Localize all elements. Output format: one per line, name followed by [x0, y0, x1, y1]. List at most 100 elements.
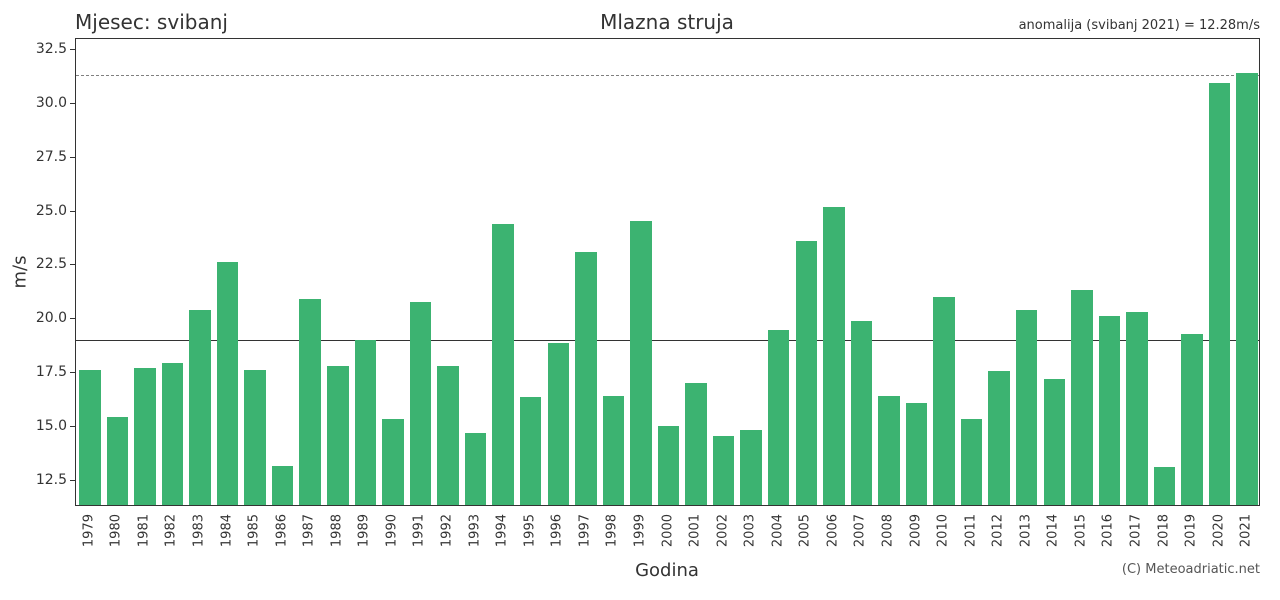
x-tick-label: 2021 — [1239, 514, 1254, 547]
y-tick-label: 15.0 — [36, 418, 67, 434]
bar — [1154, 467, 1175, 505]
y-tick-label: 17.5 — [36, 364, 67, 380]
x-tick-label: 1984 — [219, 514, 234, 547]
x-tick-label: 1992 — [440, 514, 455, 547]
bar — [933, 297, 954, 505]
x-tick-label: 2013 — [1018, 514, 1033, 547]
bar — [796, 241, 817, 505]
bar — [1071, 290, 1092, 505]
x-tick-label: 2002 — [715, 514, 730, 547]
x-tick-label: 1995 — [522, 514, 537, 547]
x-tick-label: 2016 — [1101, 514, 1116, 547]
x-tick-label: 2005 — [798, 514, 813, 547]
bar — [548, 343, 569, 505]
x-tick-label: 2018 — [1156, 514, 1171, 547]
bar — [79, 370, 100, 505]
y-tick-label: 22.5 — [36, 256, 67, 272]
title-left: Mjesec: svibanj — [75, 10, 228, 34]
bar — [603, 396, 624, 505]
x-tick-label: 1982 — [164, 514, 179, 547]
bar — [162, 363, 183, 505]
bar — [410, 302, 431, 505]
x-tick-label: 1986 — [274, 514, 289, 547]
bar — [851, 321, 872, 505]
bar — [272, 466, 293, 505]
y-tick-label: 12.5 — [36, 472, 67, 488]
x-tick-label: 2017 — [1128, 514, 1143, 547]
x-tick-label: 2012 — [991, 514, 1006, 547]
x-axis-label: Godina — [635, 560, 699, 581]
bar — [1236, 73, 1257, 505]
bar — [437, 366, 458, 505]
bar — [492, 224, 513, 505]
bar — [1126, 312, 1147, 505]
bar — [630, 221, 651, 505]
x-tick-label: 2004 — [770, 514, 785, 547]
y-tick-label: 25.0 — [36, 203, 67, 219]
bar — [244, 370, 265, 505]
bar — [355, 340, 376, 505]
bar — [299, 299, 320, 505]
bar — [1016, 310, 1037, 505]
y-tick-mark — [70, 426, 75, 427]
bar — [382, 419, 403, 505]
bar — [575, 252, 596, 505]
x-tick-label: 2019 — [1184, 514, 1199, 547]
x-tick-label: 1997 — [577, 514, 592, 547]
y-tick-mark — [70, 480, 75, 481]
bar — [768, 330, 789, 505]
y-tick-label: 27.5 — [36, 149, 67, 165]
x-tick-label: 2020 — [1211, 514, 1226, 547]
bar — [327, 366, 348, 505]
x-tick-label: 1987 — [302, 514, 317, 547]
x-tick-label: 1999 — [632, 514, 647, 547]
y-tick-mark — [70, 103, 75, 104]
y-tick-label: 30.0 — [36, 95, 67, 111]
y-tick-label: 20.0 — [36, 310, 67, 326]
x-tick-label: 1988 — [329, 514, 344, 547]
x-tick-label: 1985 — [247, 514, 262, 547]
bar — [713, 436, 734, 505]
x-tick-label: 2008 — [880, 514, 895, 547]
y-tick-mark — [70, 211, 75, 212]
bar — [520, 397, 541, 505]
bar — [465, 433, 486, 505]
bar — [217, 262, 238, 505]
x-tick-label: 2014 — [1046, 514, 1061, 547]
bar — [961, 419, 982, 505]
x-tick-label: 2006 — [825, 514, 840, 547]
bar — [988, 371, 1009, 505]
max-line — [76, 75, 1259, 76]
x-tick-label: 1993 — [467, 514, 482, 547]
y-tick-mark — [70, 157, 75, 158]
bar — [107, 417, 128, 505]
bar — [740, 430, 761, 505]
bar — [658, 426, 679, 505]
x-tick-label: 2007 — [853, 514, 868, 547]
x-tick-label: 1981 — [136, 514, 151, 547]
bar — [1044, 379, 1065, 505]
x-tick-label: 2011 — [963, 514, 978, 547]
x-tick-label: 2015 — [1073, 514, 1088, 547]
bar — [906, 403, 927, 505]
y-tick-mark — [70, 264, 75, 265]
plot-area — [75, 38, 1260, 506]
copyright: (C) Meteoadriatic.net — [1122, 562, 1260, 577]
x-tick-label: 1991 — [412, 514, 427, 547]
x-tick-label: 2000 — [660, 514, 675, 547]
bar — [189, 310, 210, 505]
x-tick-label: 2001 — [688, 514, 703, 547]
bar — [823, 207, 844, 505]
x-tick-label: 1979 — [81, 514, 96, 547]
title-right: anomalija (svibanj 2021) = 12.28m/s — [1019, 18, 1260, 33]
x-tick-label: 1998 — [605, 514, 620, 547]
x-tick-label: 1980 — [109, 514, 124, 547]
x-tick-label: 2003 — [743, 514, 758, 547]
x-tick-label: 1989 — [357, 514, 372, 547]
y-tick-mark — [70, 318, 75, 319]
bar — [134, 368, 155, 505]
bar — [878, 396, 899, 505]
x-tick-label: 2009 — [908, 514, 923, 547]
bar — [1181, 334, 1202, 505]
title-center: Mlazna struja — [600, 10, 734, 34]
